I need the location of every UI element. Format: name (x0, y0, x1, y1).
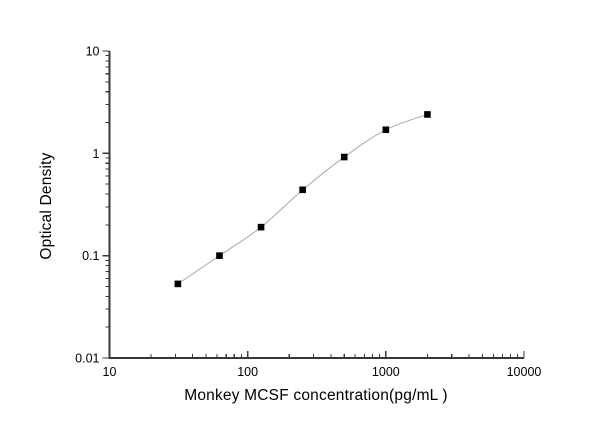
data-point-marker (216, 252, 223, 259)
x-tick-label: 10 (103, 365, 117, 379)
y-tick-label: 10 (86, 45, 100, 59)
data-point-marker (257, 223, 265, 231)
x-tick-label: 10000 (507, 365, 542, 379)
standard-curve-line (177, 113, 428, 285)
x-tick-label: 100 (237, 365, 258, 379)
data-point-marker (424, 111, 431, 118)
y-tick-label: 1 (93, 147, 100, 161)
data-point-marker (174, 280, 182, 288)
y-tick-label: 0.01 (75, 352, 99, 366)
data-point-marker (382, 126, 390, 134)
y-axis-title: Optical Density (38, 152, 55, 260)
data-point-marker (340, 153, 348, 161)
y-tick-label: 0.1 (82, 249, 99, 263)
data-point-marker (299, 186, 306, 194)
x-axis-title: Monkey MCSF concentration(pg/mL ) (184, 387, 448, 404)
x-tick-label: 1000 (372, 365, 400, 379)
